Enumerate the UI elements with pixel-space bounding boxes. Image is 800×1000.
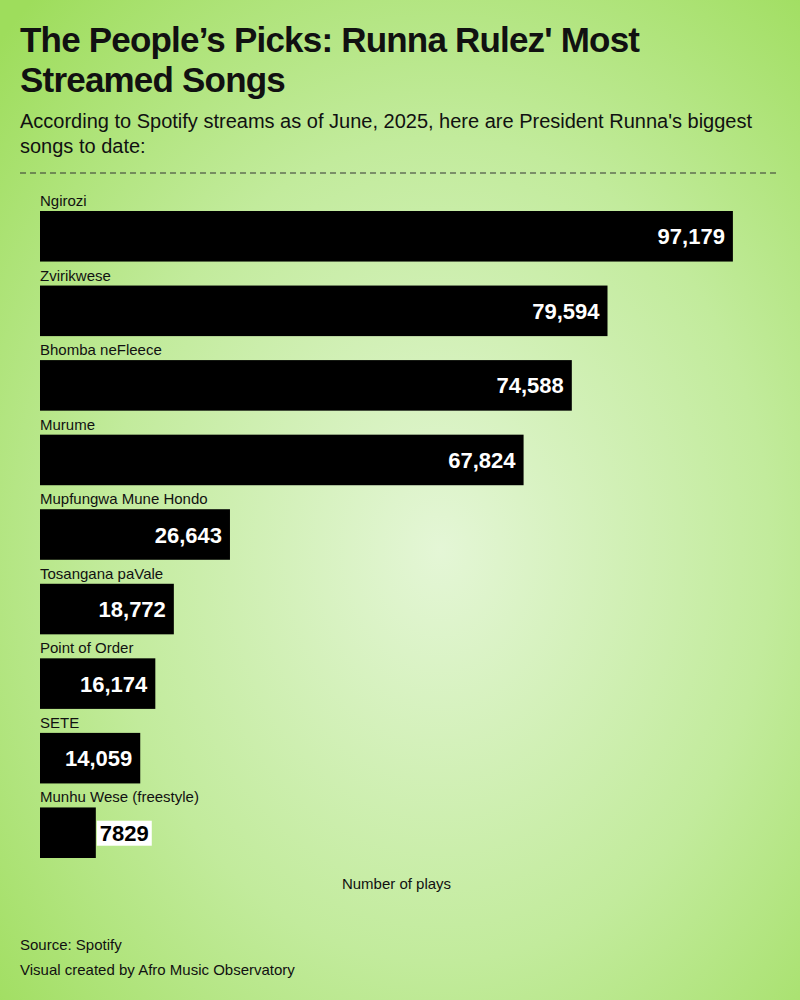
category-label: Mupfungwa Mune Hondo (40, 490, 208, 507)
chart: The People’s Picks: Runna Rulez' MostStr… (0, 0, 800, 1000)
x-axis-title: Number of plays (342, 875, 451, 892)
value-label: 26,643 (155, 523, 222, 548)
subtitle: According to Spotify streams as of June,… (20, 110, 752, 157)
bar (40, 286, 608, 337)
text-line: According to Spotify streams as of June,… (20, 110, 752, 132)
category-label: Point of Order (40, 639, 133, 656)
category-label: Bhomba neFleece (40, 341, 162, 358)
value-label: 7829 (100, 821, 149, 846)
divider (20, 173, 780, 174)
labels: Ngirozi 97,179 Zvirikwese 79,594 Bhomba neFl… (40, 192, 725, 846)
text-line: Streamed Songs (20, 60, 285, 99)
bar (40, 211, 733, 262)
title: The People’s Picks: Runna Rulez' MostStr… (20, 20, 640, 99)
value-label: 74,588 (497, 373, 564, 398)
value-label: 79,594 (532, 299, 600, 324)
source: Source: Spotify (20, 936, 122, 953)
text-line: The People’s Picks: Runna Rulez' Most (20, 20, 640, 59)
bar (40, 584, 174, 635)
credit: Visual created by Afro Music Observatory (20, 961, 295, 978)
category-label: Murume (40, 416, 95, 433)
category-label: Tosangana paVale (40, 565, 163, 582)
category-label: Ngirozi (40, 192, 87, 209)
bar (40, 733, 140, 784)
category-label: Munhu Wese (freestyle) (40, 788, 199, 805)
value-label: 18,772 (99, 597, 166, 622)
value-label: 97,179 (658, 224, 725, 249)
background (0, 0, 800, 1000)
label-patch (97, 821, 152, 846)
value-label: 14,059 (65, 746, 132, 771)
bar (40, 658, 155, 709)
bars (40, 211, 733, 858)
bar (40, 435, 524, 486)
bar (40, 807, 96, 858)
bar (40, 509, 230, 560)
text-line: songs to date: (20, 135, 146, 157)
category-label: Zvirikwese (40, 267, 111, 284)
value-label: 67,824 (448, 448, 516, 473)
value-label: 16,174 (80, 672, 148, 697)
category-label: SETE (40, 714, 79, 731)
bar (40, 360, 572, 411)
